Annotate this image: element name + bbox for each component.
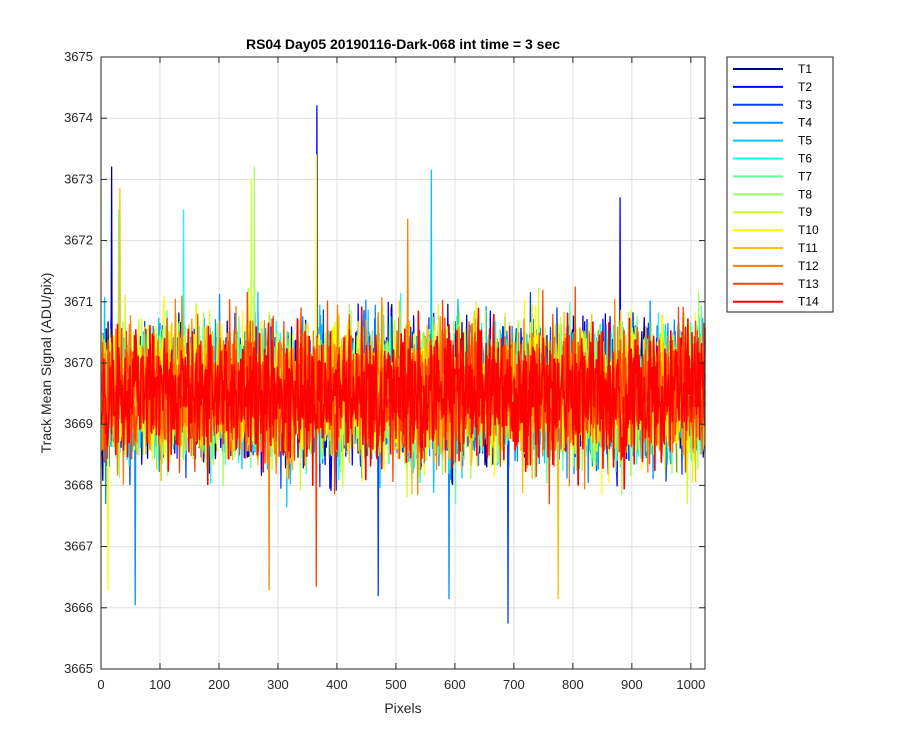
legend-label-t8: T8 [798,187,812,201]
legend-label-t3: T3 [798,98,812,112]
legend-label-t1: T1 [798,62,812,76]
y-tick-label: 3667 [64,539,93,554]
legend-box [726,56,834,313]
y-tick-label: 3674 [64,110,93,125]
x-axis-label: Pixels [384,700,421,716]
x-tick-label: 0 [97,677,104,692]
legend-label-t10: T10 [798,223,819,237]
chart-legend[interactable]: T1 T2 T3 T4 T5 T6 T7 T8 T9 T10 T11 T12 T13 T14 [726,56,834,313]
series-line-t14 [100,306,706,490]
legend-label-t2: T2 [798,80,812,94]
x-tick-label: 400 [326,677,348,692]
x-tick-label: 800 [562,677,584,692]
legend-label-t5: T5 [798,134,812,148]
y-tick-label: 3670 [64,355,93,370]
legend-label-t6: T6 [798,152,812,166]
chart-title: RS04 Day05 20190116-Dark-068 int time = … [246,36,560,52]
legend-label-t14: T14 [798,295,819,309]
axis-ticks: 0 100 200 300 400 500 600 700 800 900 1000 3665 3666… [64,49,705,692]
x-tick-label: 700 [503,677,525,692]
y-tick-label: 3675 [64,49,93,64]
x-tick-label: 100 [149,677,171,692]
x-tick-label: 200 [208,677,230,692]
series-lines [100,105,706,624]
y-tick-label: 3668 [64,477,93,492]
x-tick-label: 500 [385,677,407,692]
y-tick-label: 3665 [64,661,93,676]
legend-label-t9: T9 [798,205,812,219]
y-tick-label: 3672 [64,233,93,248]
legend-label-t4: T4 [798,116,812,130]
legend-label-t13: T13 [798,277,819,291]
y-tick-label: 3669 [64,416,93,431]
x-tick-label: 300 [267,677,289,692]
y-tick-label: 3666 [64,600,93,615]
legend-label-t12: T12 [798,259,819,273]
y-tick-label: 3671 [64,294,93,309]
x-tick-label: 900 [621,677,643,692]
x-tick-label: 600 [444,677,466,692]
y-tick-label: 3673 [64,171,93,186]
legend-label-t7: T7 [798,169,812,183]
legend-label-t11: T11 [798,241,818,255]
x-tick-label: 1000 [676,677,705,692]
y-axis-label: Track Mean Signal (ADU/pix) [38,273,54,454]
